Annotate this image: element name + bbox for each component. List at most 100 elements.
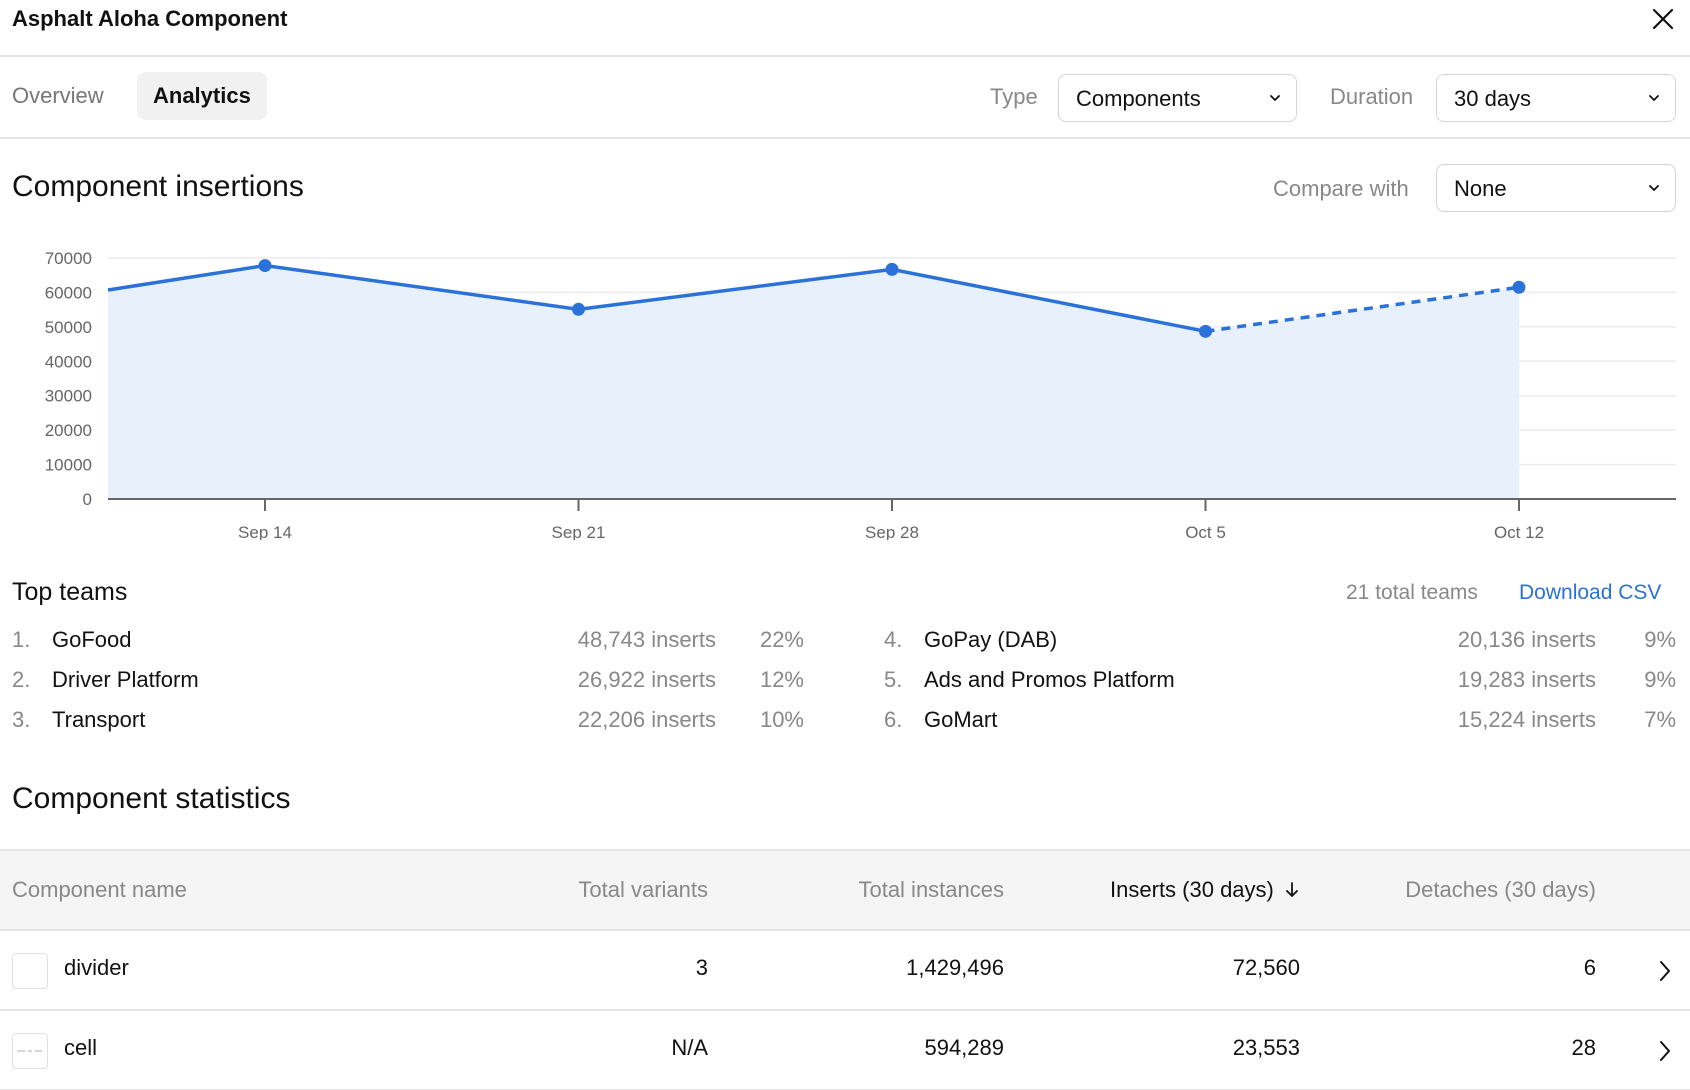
y-tick-label: 70000 xyxy=(45,249,92,268)
component-name: cell xyxy=(64,1035,98,1060)
y-tick-label: 60000 xyxy=(45,283,92,302)
tab-overview[interactable]: Overview xyxy=(12,83,104,108)
team-name: GoFood xyxy=(52,627,132,652)
type-select[interactable]: Components xyxy=(1058,74,1297,122)
duration-select[interactable]: 30 days xyxy=(1436,74,1676,122)
column-header-instances[interactable]: Total instances xyxy=(858,877,1004,902)
team-rank: 2. xyxy=(12,667,31,692)
x-tick-label: Sep 14 xyxy=(238,523,292,540)
download-csv-wrap: Download CSV xyxy=(1519,581,1661,605)
insertions-chart: 0 10000 20000 30000 40000 50000 60000 70000 Sep… xyxy=(45,249,1676,540)
arrow-down-icon xyxy=(1286,882,1298,897)
tabs-bar: Overview Analytics Type Components Durat… xyxy=(0,57,1690,139)
chart-data-point xyxy=(1512,280,1526,294)
table-row[interactable]: cell N/A 594,289 23,553 28 xyxy=(0,1011,1690,1090)
team-percent: 9% xyxy=(1644,627,1676,652)
team-item: 2. Driver Platform 26,922 inserts 12% xyxy=(12,665,804,695)
type-select-value: Components xyxy=(1076,86,1201,111)
team-item: 4. GoPay (DAB) 20,136 inserts 9% xyxy=(884,625,1676,655)
column-header-variants[interactable]: Total variants xyxy=(578,877,708,902)
chart-projected-line xyxy=(1205,285,1520,334)
column-header-inserts-label: Inserts (30 days) xyxy=(1110,877,1274,902)
team-rank: 5. xyxy=(884,667,903,692)
team-percent: 12% xyxy=(759,667,804,692)
cell-instances: 1,429,496 xyxy=(906,955,1004,980)
chart-area-fill xyxy=(108,265,1519,499)
chevron-down-icon xyxy=(1270,95,1280,101)
chevron-right-icon[interactable] xyxy=(1658,1039,1672,1063)
column-header-inserts[interactable]: Inserts (30 days) xyxy=(1110,877,1300,903)
team-item: 1. GoFood 48,743 inserts 22% xyxy=(12,625,804,655)
x-tick-label: Oct 5 xyxy=(1185,523,1226,540)
chevron-down-icon xyxy=(1649,185,1659,191)
team-inserts: 19,283 inserts xyxy=(1457,667,1596,692)
team-inserts: 15,224 inserts xyxy=(1457,707,1596,732)
y-tick-label: 20000 xyxy=(45,421,92,440)
table-row[interactable]: divider 3 1,429,496 72,560 6 xyxy=(0,931,1690,1011)
cell-instances: 594,289 xyxy=(924,1035,1004,1060)
chart-data-point xyxy=(885,262,899,276)
team-name: Transport xyxy=(52,707,146,732)
compare-select-value: None xyxy=(1454,176,1507,201)
team-item: 6. GoMart 15,224 inserts 7% xyxy=(884,705,1676,735)
team-name: Ads and Promos Platform xyxy=(924,667,1175,692)
team-item: 3. Transport 22,206 inserts 10% xyxy=(12,705,804,735)
cell-variants: 3 xyxy=(695,955,708,980)
close-icon[interactable] xyxy=(1648,4,1678,34)
team-name: Driver Platform xyxy=(52,667,199,692)
team-rank: 4. xyxy=(884,627,903,652)
team-name: GoMart xyxy=(924,707,998,732)
y-tick-label: 50000 xyxy=(45,318,92,337)
team-rank: 6. xyxy=(884,707,903,732)
team-rank: 1. xyxy=(12,627,31,652)
cell-variants: N/A xyxy=(671,1035,708,1060)
team-percent: 9% xyxy=(1644,667,1676,692)
teams-total-count: 21 total teams xyxy=(1346,581,1478,604)
table-header: Component name Total variants Total inst… xyxy=(0,849,1690,931)
team-rank: 3. xyxy=(12,707,31,732)
team-inserts: 26,922 inserts xyxy=(577,667,716,692)
x-tick-label: Oct 12 xyxy=(1494,523,1544,540)
cell-inserts: 23,553 xyxy=(1232,1035,1300,1060)
team-inserts: 20,136 inserts xyxy=(1457,627,1596,652)
teams-meta: 21 total teams xyxy=(1346,581,1478,605)
component-thumbnail xyxy=(12,1033,48,1069)
insertions-heading: Component insertions xyxy=(12,170,304,203)
team-percent: 10% xyxy=(759,707,804,732)
tab-analytics[interactable]: Analytics xyxy=(137,72,267,120)
y-tick-label: 0 xyxy=(83,490,92,509)
top-teams-heading: Top teams xyxy=(12,578,128,606)
team-name: GoPay (DAB) xyxy=(924,627,1058,652)
chevron-right-icon[interactable] xyxy=(1658,959,1672,983)
chart-data-point xyxy=(1199,324,1212,338)
type-label: Type xyxy=(990,84,1038,109)
compare-label: Compare with xyxy=(1273,176,1409,201)
compare-select[interactable]: None xyxy=(1436,164,1676,212)
cell-detaches: 28 xyxy=(1571,1035,1596,1060)
cell-inserts: 72,560 xyxy=(1232,955,1300,980)
team-percent: 22% xyxy=(759,627,804,652)
team-inserts: 48,743 inserts xyxy=(577,627,716,652)
chart-data-point xyxy=(572,302,585,316)
window-title: Asphalt Aloha Component xyxy=(12,6,288,31)
team-item: 5. Ads and Promos Platform 19,283 insert… xyxy=(884,665,1676,695)
cell-detaches: 6 xyxy=(1583,955,1596,980)
statistics-heading: Component statistics xyxy=(12,782,291,815)
y-tick-label: 10000 xyxy=(45,456,92,475)
cell-preview-icon xyxy=(17,1050,42,1052)
window-header: Asphalt Aloha Component xyxy=(0,0,1690,57)
component-thumbnail xyxy=(12,953,48,989)
y-tick-label: 40000 xyxy=(45,352,92,371)
y-tick-label: 30000 xyxy=(45,387,92,406)
x-tick-label: Sep 21 xyxy=(552,523,606,540)
chart-data-point xyxy=(258,259,272,273)
team-inserts: 22,206 inserts xyxy=(577,707,716,732)
duration-select-value: 30 days xyxy=(1454,86,1532,111)
component-name: divider xyxy=(64,955,129,980)
column-header-name[interactable]: Component name xyxy=(12,877,187,902)
column-header-detaches[interactable]: Detaches (30 days) xyxy=(1405,877,1596,902)
duration-label: Duration xyxy=(1330,84,1414,109)
download-csv-link[interactable]: Download CSV xyxy=(1519,581,1662,604)
chevron-down-icon xyxy=(1649,95,1659,101)
x-tick-label: Sep 28 xyxy=(865,523,919,540)
